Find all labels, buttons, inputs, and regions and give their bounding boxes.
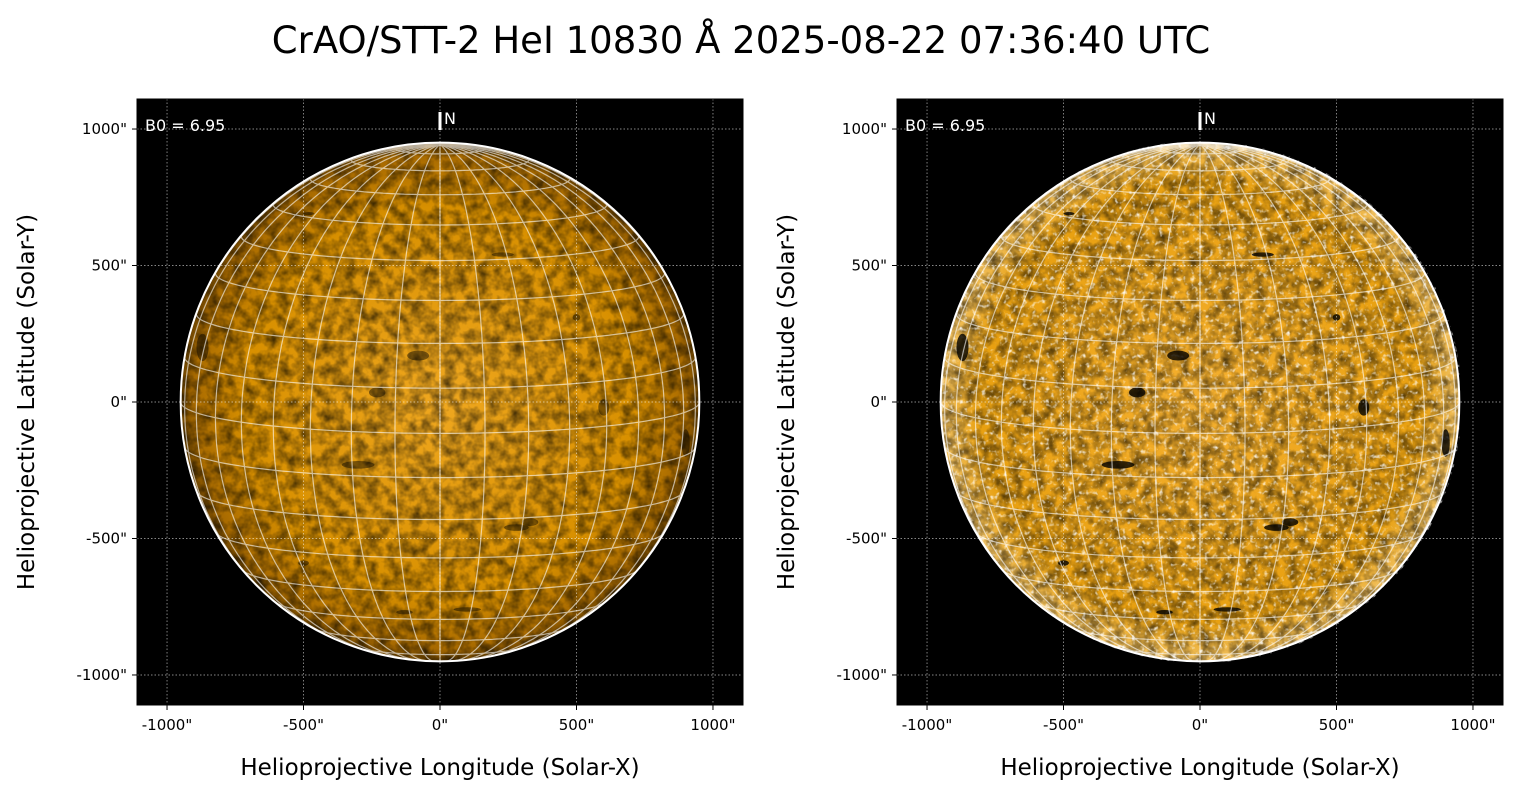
- x-tick-label: 0": [432, 716, 448, 734]
- x-tick-label: -500": [1043, 716, 1084, 734]
- x-axis-label: Helioprojective Longitude (Solar-X): [240, 755, 639, 781]
- right-panel: -1000" -500" 0" 500" 1000" -1000" -500" 0" 500" 1…: [774, 98, 1504, 781]
- y-tick-label: -1000": [77, 666, 128, 684]
- grid-line: [275, 602, 605, 620]
- solar-limb: [939, 141, 1461, 663]
- filament: [341, 460, 375, 469]
- filament: [303, 212, 315, 216]
- grid-line: [356, 647, 524, 656]
- y-tick-label: 500": [851, 257, 887, 275]
- filament: [521, 518, 539, 526]
- grid-line: [439, 144, 486, 662]
- filament: [1063, 212, 1075, 216]
- left-panel: -1000" -500" 0" 500" 1000" -1000" -500" 0" 500" 1…: [14, 98, 744, 781]
- filament: [1156, 609, 1173, 615]
- grid-line: [394, 144, 441, 662]
- grid-line: [439, 144, 608, 661]
- grid-line: [439, 144, 530, 662]
- grid-line: [309, 144, 441, 661]
- y-tick-label: 500": [91, 257, 127, 275]
- grid-line: [944, 357, 1456, 389]
- y-tick-label: 1000": [82, 120, 127, 138]
- filament: [453, 607, 481, 612]
- grid-line: [1073, 628, 1327, 642]
- y-tick-label: 0": [871, 393, 887, 411]
- grid-line: [394, 144, 486, 155]
- x-tick-label: 1000": [690, 716, 735, 734]
- filament: [407, 350, 430, 361]
- grid-line: [214, 144, 441, 657]
- x-tick-label: 0": [1192, 716, 1208, 734]
- grid-line: [272, 144, 441, 661]
- grid-line: [1002, 569, 1398, 593]
- solar-limb: [179, 141, 701, 663]
- north-label: N: [444, 109, 456, 128]
- x-axis-label: Helioprojective Longitude (Solar-X): [1000, 755, 1399, 781]
- grid-line: [180, 401, 700, 434]
- filament: [1128, 387, 1146, 398]
- filament: [368, 387, 386, 398]
- x-tick-label: 500": [559, 716, 595, 734]
- grid-line: [350, 156, 530, 172]
- grid-line: [1032, 144, 1201, 661]
- grid-line: [955, 312, 1445, 344]
- y-tick-label: -500": [846, 529, 887, 547]
- filament: [396, 609, 413, 615]
- grid-line: [195, 312, 685, 344]
- grid-line: [1035, 602, 1365, 620]
- grid-line: [1154, 144, 1246, 155]
- x-tick-label: -1000": [902, 716, 953, 734]
- grid-line: [1199, 144, 1426, 657]
- grid-line: [974, 271, 1426, 302]
- filament: [681, 429, 690, 457]
- grid-line: [1110, 156, 1290, 172]
- filament: [491, 252, 514, 257]
- y-tick-label: 0": [111, 393, 127, 411]
- grid-line: [184, 357, 696, 389]
- grid-line: [439, 144, 571, 661]
- filament: [1264, 524, 1289, 531]
- y-tick-label: -1000": [837, 666, 888, 684]
- filament: [1251, 252, 1274, 257]
- x-tick-label: 1000": [1450, 716, 1495, 734]
- filament: [1281, 518, 1299, 526]
- filament: [1441, 429, 1450, 457]
- x-tick-label: -1000": [142, 716, 193, 734]
- x-tick-label: -500": [283, 716, 324, 734]
- y-tick-label: 1000": [842, 120, 887, 138]
- grid-line: [242, 569, 638, 593]
- grid-line: [974, 144, 1201, 657]
- filament: [1101, 460, 1135, 469]
- b0-annotation: B0 = 6.95: [145, 116, 225, 135]
- filament: [1213, 607, 1241, 612]
- figure-title: CrAO/STT-2 HeI 10830 Å 2025-08-22 07:36:…: [272, 18, 1210, 62]
- filament: [504, 524, 529, 531]
- filament: [1167, 350, 1190, 361]
- grid-line: [1110, 144, 1201, 662]
- grid-line: [1199, 144, 1246, 662]
- y-tick-label: -500": [86, 529, 127, 547]
- y-axis-label: Helioprojective Latitude (Solar-Y): [774, 214, 800, 590]
- grid-line: [214, 271, 666, 302]
- grid-line: [350, 144, 441, 662]
- grid-line: [1069, 144, 1201, 661]
- grid-line: [940, 401, 1460, 434]
- grid-line: [1116, 647, 1284, 656]
- grid-line: [1199, 144, 1368, 661]
- b0-annotation: B0 = 6.95: [905, 116, 985, 135]
- grid-line: [1199, 144, 1290, 662]
- grid-line: [1199, 144, 1331, 661]
- north-label: N: [1204, 109, 1216, 128]
- grid-line: [1154, 144, 1201, 662]
- grid-line: [439, 144, 666, 657]
- grid-line: [313, 628, 567, 642]
- x-tick-label: 500": [1319, 716, 1355, 734]
- y-axis-label: Helioprojective Latitude (Solar-Y): [14, 214, 40, 590]
